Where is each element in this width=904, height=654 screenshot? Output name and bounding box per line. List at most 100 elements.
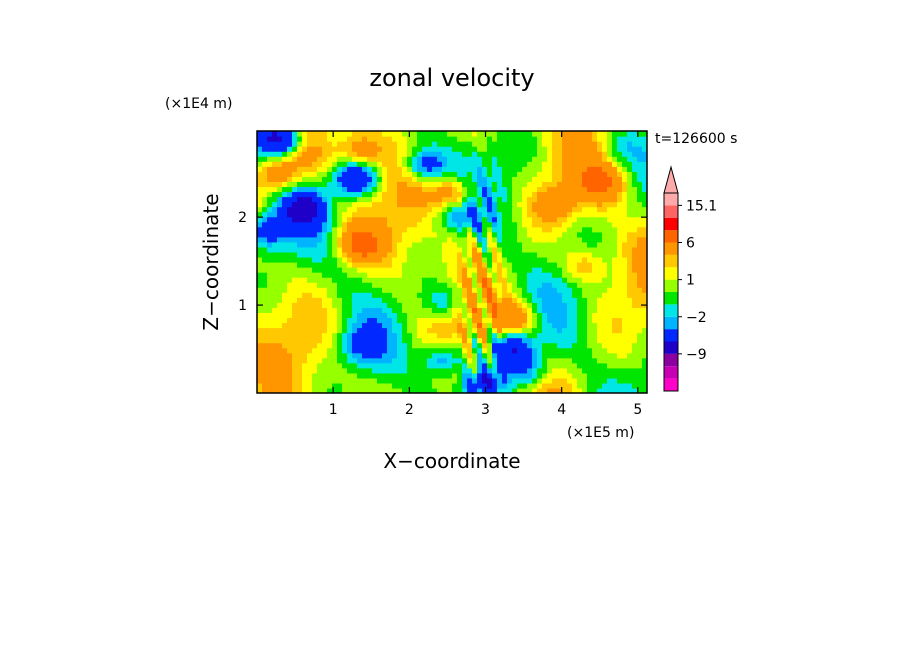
field-cell xyxy=(482,196,488,203)
field-cell xyxy=(447,322,453,329)
field-cell xyxy=(452,277,458,283)
field-cell xyxy=(522,176,528,182)
field-cell xyxy=(302,297,308,303)
field-cell xyxy=(587,292,593,298)
field-cell xyxy=(547,181,553,188)
field-cell xyxy=(457,307,463,313)
field-cell xyxy=(582,352,588,359)
field-cell xyxy=(547,352,553,359)
field-cell xyxy=(632,387,638,393)
field-cell xyxy=(282,181,288,188)
field-cell xyxy=(552,337,558,344)
field-cell xyxy=(532,382,538,389)
field-cell xyxy=(267,307,273,313)
field-cell xyxy=(642,287,647,293)
field-cell xyxy=(622,287,628,293)
field-cell xyxy=(432,246,438,253)
field-cell xyxy=(582,347,588,354)
field-cell xyxy=(512,262,518,268)
field-cell xyxy=(297,246,303,253)
field-cell xyxy=(627,231,633,238)
colorbar-swatch xyxy=(664,341,678,354)
field-cell xyxy=(272,146,278,152)
field-cell xyxy=(417,176,423,182)
field-cell xyxy=(257,256,263,263)
field-cell xyxy=(337,146,343,152)
field-cell xyxy=(392,191,398,198)
field-cell xyxy=(342,372,348,379)
field-cell xyxy=(602,246,608,253)
field-cell xyxy=(517,287,523,293)
field-cell xyxy=(362,131,368,137)
field-cell xyxy=(582,201,588,208)
field-cell xyxy=(272,322,278,329)
field-cell xyxy=(622,382,628,389)
field-cell xyxy=(437,211,443,218)
field-cell xyxy=(362,317,368,324)
field-cell xyxy=(377,221,383,228)
field-cell xyxy=(537,347,543,354)
field-cell xyxy=(332,382,338,389)
field-cell xyxy=(382,246,388,253)
field-cell xyxy=(547,342,553,349)
field-cell xyxy=(397,176,403,182)
field-cell xyxy=(532,141,538,147)
field-cell xyxy=(302,337,308,344)
field-cell xyxy=(577,297,583,303)
field-cell xyxy=(287,186,293,193)
field-cell xyxy=(267,151,273,157)
field-cell xyxy=(577,181,583,188)
field-cell xyxy=(282,151,288,157)
field-cell xyxy=(297,146,303,152)
field-cell xyxy=(502,146,508,152)
field-cell xyxy=(267,367,273,374)
field-cell xyxy=(257,251,263,258)
field-cell xyxy=(547,211,553,218)
field-cell xyxy=(377,372,383,379)
field-cell xyxy=(572,372,578,379)
field-cell xyxy=(307,201,313,208)
field-cell xyxy=(527,377,533,384)
field-cell xyxy=(562,307,568,313)
field-cell xyxy=(602,377,608,384)
field-cell xyxy=(287,221,293,228)
field-cell xyxy=(622,151,628,157)
field-cell xyxy=(587,161,593,167)
field-cell xyxy=(457,151,463,157)
field-cell xyxy=(477,377,483,384)
field-cell xyxy=(487,211,493,218)
field-cell xyxy=(437,231,443,238)
field-cell xyxy=(637,241,643,248)
field-cell xyxy=(267,387,273,393)
colorbar-swatch xyxy=(664,316,678,330)
field-cell xyxy=(607,251,613,258)
field-cell xyxy=(312,201,318,208)
field-cell xyxy=(487,256,493,263)
field-cell xyxy=(417,136,423,142)
field-cell xyxy=(282,262,288,268)
field-cell xyxy=(587,141,593,147)
field-cell xyxy=(502,131,508,137)
field-cell xyxy=(492,272,498,278)
field-cell xyxy=(412,307,418,313)
field-cell xyxy=(627,156,633,162)
field-cell xyxy=(447,382,453,389)
field-cell xyxy=(447,287,453,293)
field-cell xyxy=(552,236,558,243)
field-cell xyxy=(557,362,563,369)
field-cell xyxy=(642,262,647,268)
field-cell xyxy=(552,287,558,293)
field-cell xyxy=(432,241,438,248)
field-cell xyxy=(267,372,273,379)
field-cell xyxy=(472,191,478,198)
field-cell xyxy=(512,387,518,393)
field-cell xyxy=(447,171,453,177)
field-cell xyxy=(497,367,503,374)
field-cell xyxy=(417,156,423,162)
field-cell xyxy=(627,312,633,319)
field-cell xyxy=(532,236,538,243)
field-cell xyxy=(332,131,338,137)
field-cell xyxy=(542,387,548,393)
field-cell xyxy=(417,312,423,319)
field-cell xyxy=(442,156,448,162)
